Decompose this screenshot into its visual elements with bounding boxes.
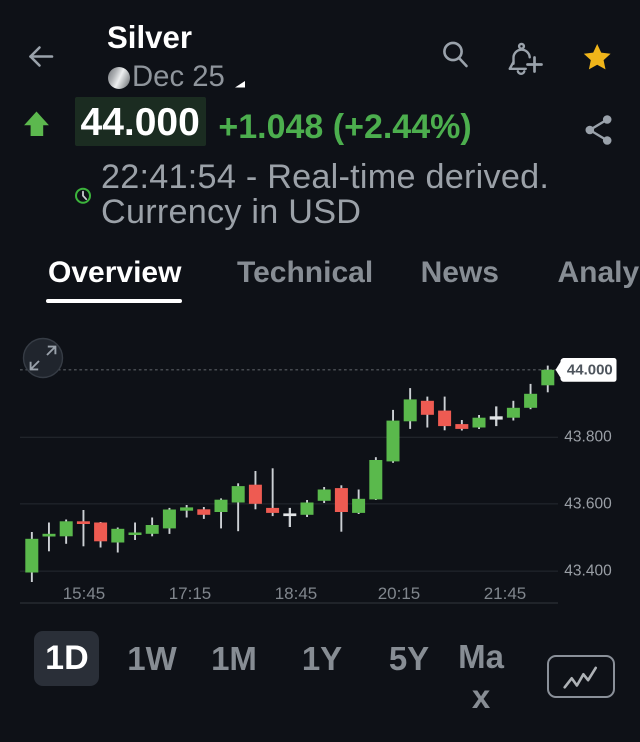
svg-text:18:45: 18:45 — [275, 584, 318, 603]
svg-text:43.600: 43.600 — [564, 496, 612, 513]
svg-text:43.400: 43.400 — [564, 563, 612, 580]
svg-text:20:15: 20:15 — [378, 584, 421, 603]
svg-text:43.800: 43.800 — [564, 428, 612, 445]
svg-text:17:15: 17:15 — [169, 584, 212, 603]
svg-text:15:45: 15:45 — [63, 584, 106, 603]
svg-text:44.000: 44.000 — [567, 362, 613, 379]
svg-text:21:45: 21:45 — [484, 584, 527, 603]
